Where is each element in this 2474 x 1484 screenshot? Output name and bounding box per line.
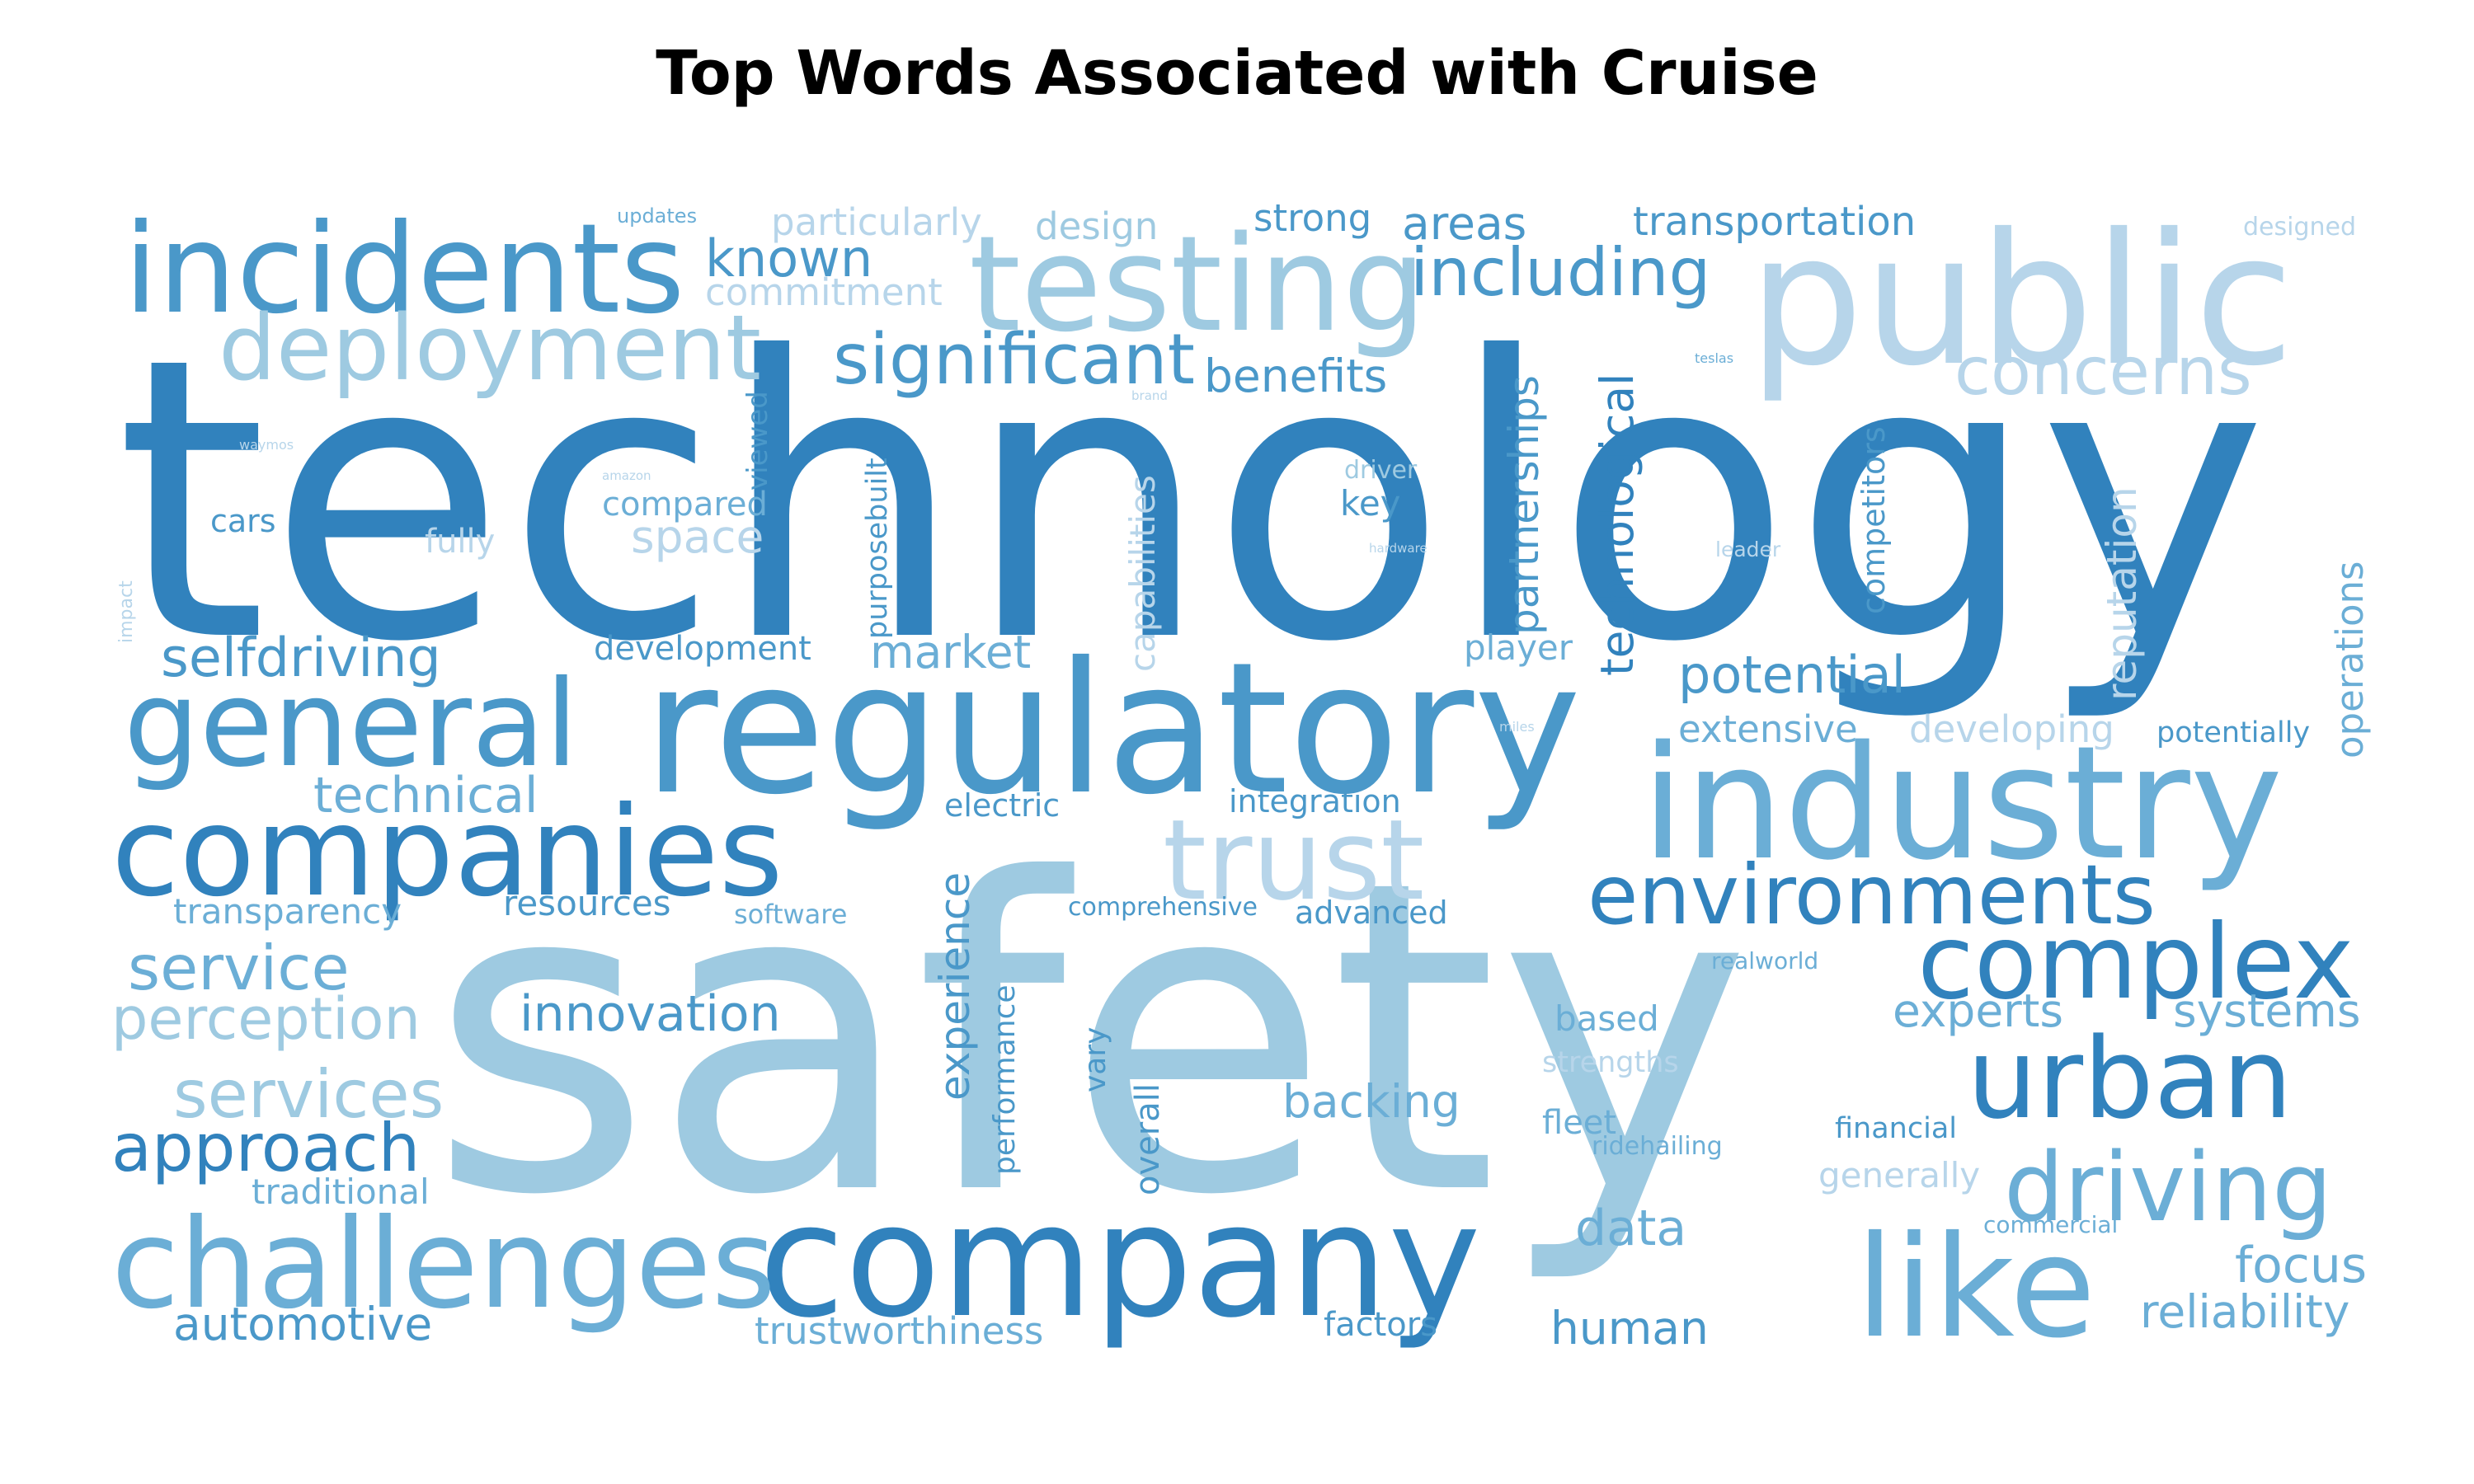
word-transportation: transportation [1633, 199, 1916, 245]
word-brand: brand [1131, 388, 1168, 403]
word-trustworthiness: trustworthiness [755, 1309, 1043, 1353]
word-teslas: teslas [1695, 350, 1733, 366]
word-competitors: competitors [1856, 426, 1892, 614]
word-designed: designed [2243, 213, 2356, 242]
word-perception: perception [111, 985, 421, 1053]
word-player: player [1464, 627, 1573, 668]
word-traditional: traditional [252, 1172, 430, 1212]
word-design: design [1035, 204, 1158, 248]
word-electric: electric [944, 787, 1060, 824]
word-areas: areas [1402, 197, 1526, 250]
word-industry: industry [1641, 712, 2283, 895]
word-including: including [1410, 234, 1710, 311]
word-urban: urban [1967, 1014, 2293, 1144]
word-innovation: innovation [520, 985, 781, 1043]
word-purposebuilt: purposebuilt [861, 458, 894, 639]
word-company: company [759, 1170, 1481, 1352]
word-extensive: extensive [1678, 707, 1858, 751]
word-ridehailing: ridehailing [1592, 1132, 1723, 1161]
word-fully: fully [425, 523, 495, 561]
word-reputation: reputation [2098, 486, 2146, 701]
word-leader: leader [1715, 538, 1781, 561]
word-advanced: advanced [1295, 895, 1448, 931]
word-performance: performance [988, 984, 1022, 1175]
word-hardware: hardware [1369, 541, 1427, 556]
word-technology: technology [115, 275, 2268, 726]
word-human: human [1550, 1302, 1709, 1355]
word-amazon: amazon [602, 468, 651, 483]
word-software: software [734, 899, 847, 930]
word-companies: companies [111, 781, 783, 924]
word-backing: backing [1282, 1075, 1460, 1128]
word-partnerships: partnerships [1500, 375, 1548, 635]
word-significant: significant [833, 319, 1195, 401]
word-incidents: incidents [124, 198, 684, 341]
word-viewed: viewed [741, 391, 774, 491]
word-technical: technical [313, 767, 539, 824]
word-miles: miles [1499, 719, 1535, 735]
word-focus: focus [2235, 1237, 2367, 1294]
word-concerns: concerns [1954, 333, 2252, 410]
word-deployment: deployment [219, 295, 761, 401]
word-experience: experience [931, 872, 979, 1101]
word-like: like [1856, 1206, 2095, 1369]
word-commitment: commitment [705, 270, 943, 314]
word-challenges: challenges [111, 1193, 776, 1336]
word-operations: operations [2328, 561, 2372, 758]
word-systems: systems [2173, 984, 2361, 1037]
word-developing: developing [1909, 707, 2114, 751]
word-technological: technological [1591, 373, 1644, 676]
word-testing: testing [969, 207, 1427, 361]
word-fleet: fleet [1542, 1104, 1616, 1142]
word-known: known [705, 228, 872, 289]
word-potential: potential [1678, 645, 1906, 705]
word-comprehensive: comprehensive [1068, 893, 1258, 922]
word-integration: integration [1229, 783, 1401, 819]
word-experts: experts [1893, 984, 2063, 1037]
word-environments: environments [1587, 847, 2156, 943]
word-public: public [1748, 195, 2294, 406]
word-factors: factors [1324, 1306, 1437, 1344]
word-realworld: realworld [1711, 947, 1818, 974]
word-waymos: waymos [239, 437, 294, 453]
word-strengths: strengths [1542, 1046, 1679, 1079]
word-development: development [594, 630, 811, 668]
word-particularly: particularly [771, 200, 982, 244]
word-transparency: transparency [173, 891, 402, 932]
word-complex: complex [1917, 903, 2354, 1022]
word-approach: approach [111, 1110, 420, 1186]
word-market: market [870, 626, 1031, 679]
word-overall: overall [1129, 1083, 1167, 1195]
word-services: services [173, 1056, 444, 1133]
chart-title: Top Words Associated with Cruise [656, 38, 1818, 109]
word-safety: safety [429, 789, 1752, 1289]
word-data: data [1575, 1200, 1686, 1257]
word-commercial: commercial [1983, 1211, 2118, 1238]
word-strong: strong [1253, 196, 1371, 240]
word-cars: cars [210, 503, 276, 539]
word-compared: compared [602, 486, 768, 524]
word-space: space [631, 510, 764, 563]
word-potentially: potentially [2157, 716, 2310, 749]
word-resources: resources [503, 883, 671, 923]
word-automotive: automotive [173, 1298, 432, 1350]
word-key: key [1340, 483, 1401, 524]
word-regulatory: regulatory [643, 623, 1582, 834]
word-driver: driver [1344, 456, 1418, 485]
word-financial: financial [1835, 1112, 1957, 1145]
word-general: general [124, 655, 578, 794]
word-service: service [128, 932, 350, 1004]
word-based: based [1554, 998, 1659, 1039]
word-reliability: reliability [2140, 1285, 2349, 1338]
word-capabilities: capabilities [1122, 475, 1163, 672]
word-selfdriving: selfdriving [161, 627, 441, 689]
word-vary: vary [1079, 1027, 1112, 1092]
word-updates: updates [617, 204, 697, 228]
word-benefits: benefits [1204, 350, 1387, 402]
word-trust: trust [1163, 796, 1424, 925]
word-generally: generally [1818, 1155, 1980, 1195]
word-driving: driving [2004, 1133, 2332, 1243]
word-impact: impact [116, 580, 137, 643]
